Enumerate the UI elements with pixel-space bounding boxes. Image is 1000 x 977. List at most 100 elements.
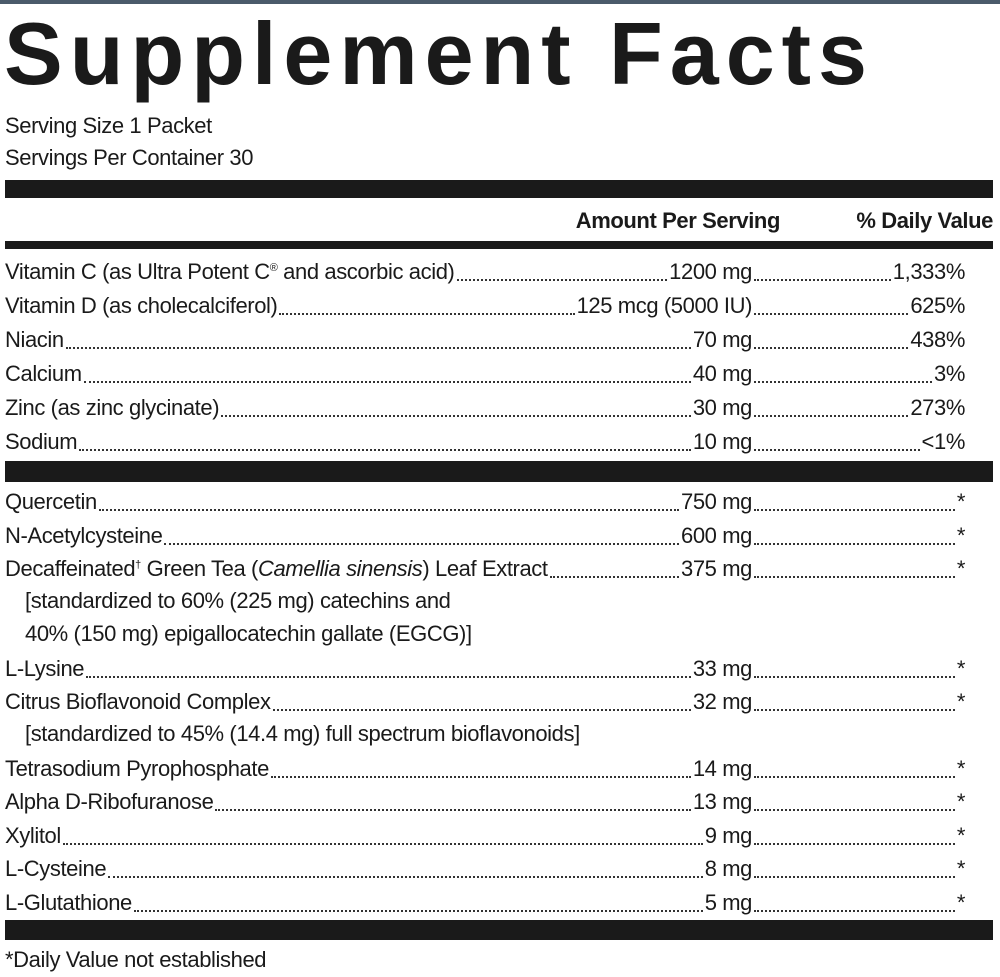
medium-rule bbox=[5, 241, 993, 249]
amount-column: Alpha D-Ribofuranose 13 mg bbox=[5, 785, 752, 819]
dot-leader bbox=[754, 876, 955, 878]
ingredient-row: Niacin 70 mg 438% bbox=[5, 323, 965, 357]
amount-header: Amount Per Serving bbox=[575, 208, 781, 233]
dot-leader bbox=[272, 709, 691, 711]
amount-column: L-Lysine 33 mg bbox=[5, 652, 752, 686]
daily-value: * bbox=[956, 889, 966, 915]
amount: 32 mg bbox=[692, 689, 753, 714]
daily-value: 438% bbox=[910, 327, 965, 352]
dot-leader bbox=[754, 775, 955, 778]
ingredient-name: Niacin bbox=[5, 327, 64, 352]
ingredient-row: Vitamin D (as cholecalciferol) 125 mcg (5… bbox=[5, 289, 965, 323]
dot-leader bbox=[456, 279, 668, 281]
daily-value-column: * bbox=[752, 819, 965, 853]
ingredient-name: Tetrasodium Pyrophosphate bbox=[5, 755, 269, 781]
daily-value-column: * bbox=[752, 652, 965, 686]
ingredient-row: N-Acetylcysteine 600 mg * bbox=[5, 519, 965, 553]
daily-value-header: % Daily Value bbox=[856, 208, 993, 233]
daily-value-column: 273% bbox=[752, 391, 965, 425]
servings-per-container: Servings Per Container 30 bbox=[5, 145, 254, 170]
name-part: Vitamin C (as Ultra Potent C bbox=[5, 259, 270, 284]
dot-leader bbox=[221, 415, 691, 417]
ingredient-note: [standardized to 60% (225 mg) catechins … bbox=[25, 588, 451, 613]
ingredient-name: Quercetin bbox=[5, 489, 97, 514]
amount-column: Tetrasodium Pyrophosphate 14 mg bbox=[5, 752, 752, 786]
dot-leader bbox=[754, 842, 955, 845]
amount: 30 mg bbox=[692, 395, 753, 420]
title: Supplement Facts bbox=[4, 4, 874, 103]
amount-column: Xylitol 9 mg bbox=[5, 819, 752, 853]
dot-leader bbox=[754, 576, 955, 578]
dot-leader bbox=[133, 909, 703, 912]
ingredient-row: Citrus Bioflavonoid Complex 32 mg * bbox=[5, 685, 965, 719]
serving-size: Serving Size 1 Packet bbox=[5, 113, 212, 138]
amount-column: N-Acetylcysteine 600 mg bbox=[5, 519, 752, 553]
daily-value: * bbox=[956, 856, 966, 881]
dot-leader bbox=[754, 415, 909, 417]
name-part: and ascorbic acid) bbox=[277, 259, 455, 284]
dot-leader bbox=[754, 909, 955, 912]
daily-value: * bbox=[956, 755, 966, 781]
ingredient-row: L-Cysteine 8 mg * bbox=[5, 852, 965, 886]
daily-value: 1,333% bbox=[892, 259, 966, 284]
dot-leader bbox=[279, 313, 575, 315]
daily-value: * bbox=[956, 822, 966, 848]
daily-value-column: * bbox=[752, 552, 965, 586]
dot-leader bbox=[62, 842, 703, 845]
dot-leader bbox=[108, 876, 703, 878]
amount: 375 mg bbox=[681, 556, 752, 581]
amount: 70 mg bbox=[692, 327, 753, 352]
ingredient-name: Alpha D-Ribofuranose bbox=[5, 789, 214, 814]
dot-leader bbox=[98, 509, 680, 511]
ingredient-row: Xylitol 9 mg * bbox=[5, 819, 965, 853]
ingredient-name: Calcium bbox=[5, 361, 82, 386]
daily-value: <1% bbox=[921, 429, 966, 454]
dot-leader bbox=[754, 313, 909, 315]
dot-leader bbox=[270, 775, 691, 778]
thick-rule bbox=[5, 461, 993, 482]
daily-value-column: * bbox=[752, 852, 965, 886]
top-border bbox=[0, 0, 1000, 4]
daily-value: * bbox=[956, 655, 966, 681]
dot-leader bbox=[754, 809, 955, 811]
dot-leader bbox=[754, 381, 932, 383]
ingredient-name: Xylitol bbox=[5, 822, 61, 848]
amount-column: Decaffeinated† Green Tea (Camellia sinen… bbox=[5, 552, 752, 586]
amount-column: Calcium 40 mg bbox=[5, 357, 752, 391]
ingredient-row: Quercetin 750 mg * bbox=[5, 485, 965, 519]
name-part: Decaffeinated bbox=[5, 556, 136, 581]
dot-leader bbox=[754, 279, 891, 281]
name-part: Camellia sinensis bbox=[257, 556, 423, 581]
amount: 1200 mg bbox=[669, 259, 752, 284]
ingredient-row: Alpha D-Ribofuranose 13 mg * bbox=[5, 785, 965, 819]
dot-leader bbox=[754, 347, 909, 349]
ingredient-note: 40% (150 mg) epigallocatechin gallate (E… bbox=[25, 621, 472, 646]
name-part: ) Leaf Extract bbox=[422, 556, 548, 581]
dot-leader bbox=[549, 576, 680, 578]
ingredient-name: Sodium bbox=[5, 429, 78, 454]
dot-leader bbox=[754, 675, 955, 678]
daily-value: * bbox=[956, 556, 966, 581]
ingredient-name: Decaffeinated† Green Tea (Camellia sinen… bbox=[5, 552, 548, 586]
name-part: ® bbox=[269, 262, 278, 274]
amount-column: Vitamin C (as Ultra Potent C® and ascorb… bbox=[5, 255, 752, 289]
amount-column: Zinc (as zinc glycinate) 30 mg bbox=[5, 391, 752, 425]
amount: 5 mg bbox=[704, 889, 753, 915]
ingredient-name: Vitamin C (as Ultra Potent C® and ascorb… bbox=[5, 255, 455, 289]
amount-column: Sodium 10 mg bbox=[5, 425, 752, 459]
daily-value-column: * bbox=[752, 785, 965, 819]
daily-value-column: * bbox=[752, 685, 965, 719]
daily-value: * bbox=[956, 522, 966, 548]
amount: 10 mg bbox=[692, 429, 753, 454]
amount: 40 mg bbox=[692, 361, 753, 386]
ingredient-note: [standardized to 45% (14.4 mg) full spec… bbox=[25, 721, 580, 746]
ingredient-name: L-Cysteine bbox=[5, 856, 107, 881]
dot-leader bbox=[215, 809, 691, 811]
amount-column: Vitamin D (as cholecalciferol) 125 mcg (5… bbox=[5, 289, 752, 323]
amount: 14 mg bbox=[692, 755, 753, 781]
amount-column: L-Cysteine 8 mg bbox=[5, 852, 752, 886]
amount: 600 mg bbox=[681, 522, 752, 548]
daily-value-column: * bbox=[752, 485, 965, 519]
ingredient-row: Calcium 40 mg 3% bbox=[5, 357, 965, 391]
